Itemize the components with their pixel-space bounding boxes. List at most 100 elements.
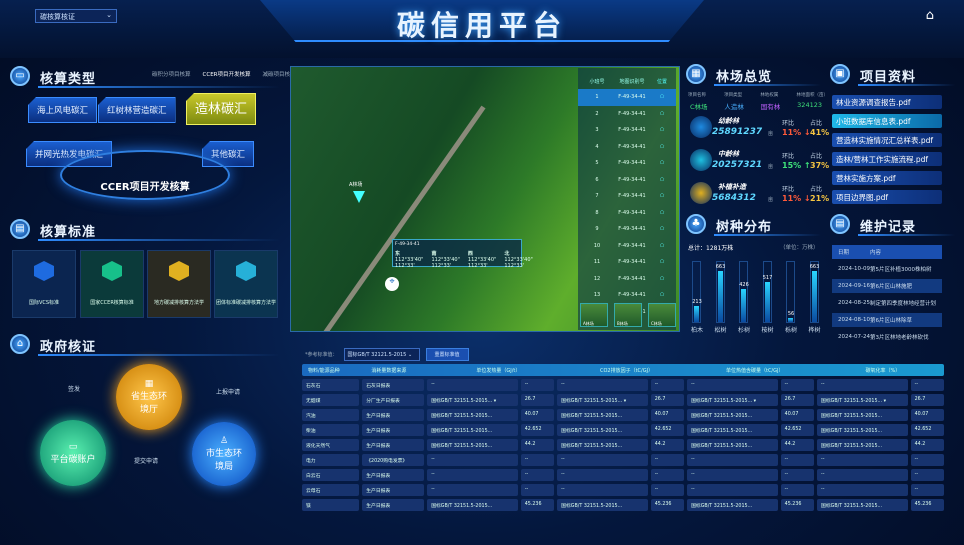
list-row[interactable]: 12 F-49-34-41 ⬠: [578, 271, 676, 288]
cell[interactable]: 国标GB/T 32151.5-2015...: [817, 409, 908, 421]
cell[interactable]: 国标GB/T 32151.5-2015...: [687, 439, 778, 451]
list-row[interactable]: 6 F-49-34-41 ⬠: [578, 172, 676, 189]
stat-hb: 11% ↓: [782, 194, 811, 203]
cell[interactable]: --: [817, 469, 908, 481]
cell: --: [910, 379, 944, 391]
ref-standard-select[interactable]: 国标GB/T 32121.5-2015 ⌄: [343, 348, 420, 361]
cell[interactable]: --: [557, 379, 648, 391]
cell[interactable]: --: [687, 379, 778, 391]
bar-category-label: 栎树: [784, 327, 797, 334]
locate-polygon-icon[interactable]: ⬠: [659, 143, 665, 150]
cell[interactable]: --: [817, 484, 908, 496]
cell[interactable]: 国标GB/T 32151.5-2015...: [557, 424, 648, 436]
map-marker-icon[interactable]: [353, 191, 365, 203]
ccer-platform[interactable]: CCER项目开发核算: [60, 150, 230, 200]
column-header: CO2排放因子（tC/GJ）: [599, 367, 654, 374]
cell[interactable]: 国标GB/T 32151.5-2015...: [817, 424, 908, 436]
cell[interactable]: --: [817, 379, 908, 391]
list-row[interactable]: 1 F-49-34-41 ⬠: [578, 89, 676, 106]
cell[interactable]: --: [687, 469, 778, 481]
locate-polygon-icon[interactable]: ⬠: [659, 127, 665, 134]
list-row[interactable]: 3 F-49-34-41 ⬠: [578, 122, 676, 139]
cell[interactable]: 国标GB/T 32151.5-2015...: [817, 439, 908, 451]
list-row[interactable]: 2 F-49-34-41 ⬠: [578, 106, 676, 123]
locate-polygon-icon[interactable]: ⬠: [659, 242, 665, 249]
cell[interactable]: 国标GB/T 32151.5-2015...: [557, 499, 648, 511]
file-link[interactable]: 小班数据库信息表.pdf: [832, 114, 942, 128]
node-city[interactable]: ♙ 市生态环境局: [192, 422, 256, 486]
home-icon[interactable]: ⌂: [925, 8, 934, 23]
cell[interactable]: --: [557, 469, 648, 481]
module-select[interactable]: 碳核算核证 ⌄: [35, 9, 117, 23]
thumb-b[interactable]: B林场: [614, 303, 642, 327]
cell[interactable]: 国标GB/T 32151.5-2015...: [687, 499, 778, 511]
list-row[interactable]: 4 F-49-34-41 ⬠: [578, 139, 676, 156]
cell[interactable]: --: [427, 379, 518, 391]
cell[interactable]: --: [687, 484, 778, 496]
list-row[interactable]: 8 F-49-34-41 ⬠: [578, 205, 676, 222]
cell[interactable]: 国标GB/T 32151.5-2015... ▾: [427, 394, 518, 406]
cell[interactable]: 国标GB/T 32151.5-2015...: [817, 499, 908, 511]
file-link[interactable]: 造林/营林工作实施流程.pdf: [832, 152, 942, 166]
locate-polygon-icon[interactable]: ⬠: [659, 226, 665, 233]
cell[interactable]: --: [427, 484, 518, 496]
file-link[interactable]: 林业资源调查报告.pdf: [832, 95, 942, 109]
cell[interactable]: 国标GB/T 32151.5-2015... ▾: [817, 394, 908, 406]
locate-polygon-icon[interactable]: ⬠: [659, 209, 665, 216]
file-link[interactable]: 项目边界图.pdf: [832, 190, 942, 204]
cell[interactable]: 国标GB/T 32151.5-2015... ▾: [557, 394, 648, 406]
thumb-a[interactable]: A林场: [580, 303, 608, 327]
reset-standard-button[interactable]: 重置标准值: [425, 348, 469, 361]
cell[interactable]: 国标GB/T 32151.5-2015... ▾: [687, 394, 778, 406]
cell[interactable]: 国标GB/T 32151.5-2015...: [427, 409, 518, 421]
list-row[interactable]: 9 F-49-34-41 ⬠: [578, 221, 676, 238]
type-afforestation[interactable]: 造林碳汇: [186, 93, 257, 125]
locate-polygon-icon[interactable]: ⬠: [659, 160, 665, 167]
locate-polygon-icon[interactable]: ⬠: [659, 110, 665, 117]
cell[interactable]: 国标GB/T 32151.5-2015...: [557, 409, 648, 421]
locate-polygon-icon[interactable]: ⬠: [659, 259, 665, 266]
type-mangrove[interactable]: 红树林营造碳汇: [98, 97, 176, 123]
node-platform[interactable]: ▭ 平台碳账户: [40, 420, 106, 486]
tab-points[interactable]: 碳积分项目核算: [152, 72, 191, 78]
locate-polygon-icon[interactable]: ⬠: [659, 94, 665, 101]
list-row[interactable]: 13 F-49-34-41 ⬠: [578, 287, 676, 304]
cell[interactable]: 国标GB/T 32151.5-2015...: [687, 424, 778, 436]
cell[interactable]: --: [687, 454, 778, 466]
row-map-id: F-49-34-41: [618, 193, 646, 200]
cell[interactable]: 国标GB/T 32151.5-2015...: [557, 439, 648, 451]
file-link[interactable]: 营造林实施情况汇总样表.pdf: [832, 133, 942, 147]
node-label: 平台碳账户: [50, 454, 96, 465]
locate-polygon-icon[interactable]: ⬠: [659, 193, 665, 200]
cell[interactable]: 国标GB/T 32151.5-2015...: [687, 409, 778, 421]
list-row[interactable]: 10 F-49-34-41 ⬠: [578, 238, 676, 255]
thumb-c[interactable]: C林场: [648, 303, 676, 327]
cell[interactable]: 国标GB/T 32151.5-2015...: [427, 499, 518, 511]
list-row[interactable]: 11 F-49-34-41 ⬠: [578, 254, 676, 271]
tab-ccer[interactable]: CCER项目开发核算: [202, 72, 251, 78]
cell[interactable]: 国标GB/T 32151.5-2015...: [427, 424, 518, 436]
list-row[interactable]: 5 F-49-34-41 ⬠: [578, 155, 676, 172]
tab-reduction[interactable]: 减碳项目核算: [262, 72, 296, 78]
locate-polygon-icon[interactable]: ⬠: [659, 292, 665, 299]
popup-id: F-49-34-41: [395, 242, 420, 247]
cell: 45.236: [520, 499, 555, 511]
cell[interactable]: 国标GB/T 32151.5-2015...: [427, 439, 518, 451]
type-offshore-wind[interactable]: 海上风电碳汇: [28, 97, 98, 123]
locate-polygon-icon[interactable]: ⬠: [659, 275, 665, 282]
cell[interactable]: --: [557, 454, 648, 466]
location-pin-icon[interactable]: ⌖: [385, 277, 399, 291]
cell[interactable]: --: [427, 454, 518, 466]
list-row[interactable]: 7 F-49-34-41 ⬠: [578, 188, 676, 205]
file-link[interactable]: 营林实施方案.pdf: [832, 171, 942, 185]
locate-polygon-icon[interactable]: ⬠: [659, 176, 665, 183]
cell[interactable]: --: [817, 454, 908, 466]
standard-local[interactable]: 地方碳减排核算方法学: [147, 250, 211, 318]
row-number: 2: [595, 110, 599, 117]
cell[interactable]: --: [427, 469, 518, 481]
standard-ccer[interactable]: 国家CCER核算标准: [80, 250, 144, 318]
standard-vcs[interactable]: 国际VCS标准: [12, 250, 76, 318]
node-provincial[interactable]: ▦ 省生态环境厅: [116, 364, 182, 430]
cell[interactable]: --: [557, 484, 648, 496]
standard-group[interactable]: 团体标准碳减排核算方法学: [214, 250, 278, 318]
